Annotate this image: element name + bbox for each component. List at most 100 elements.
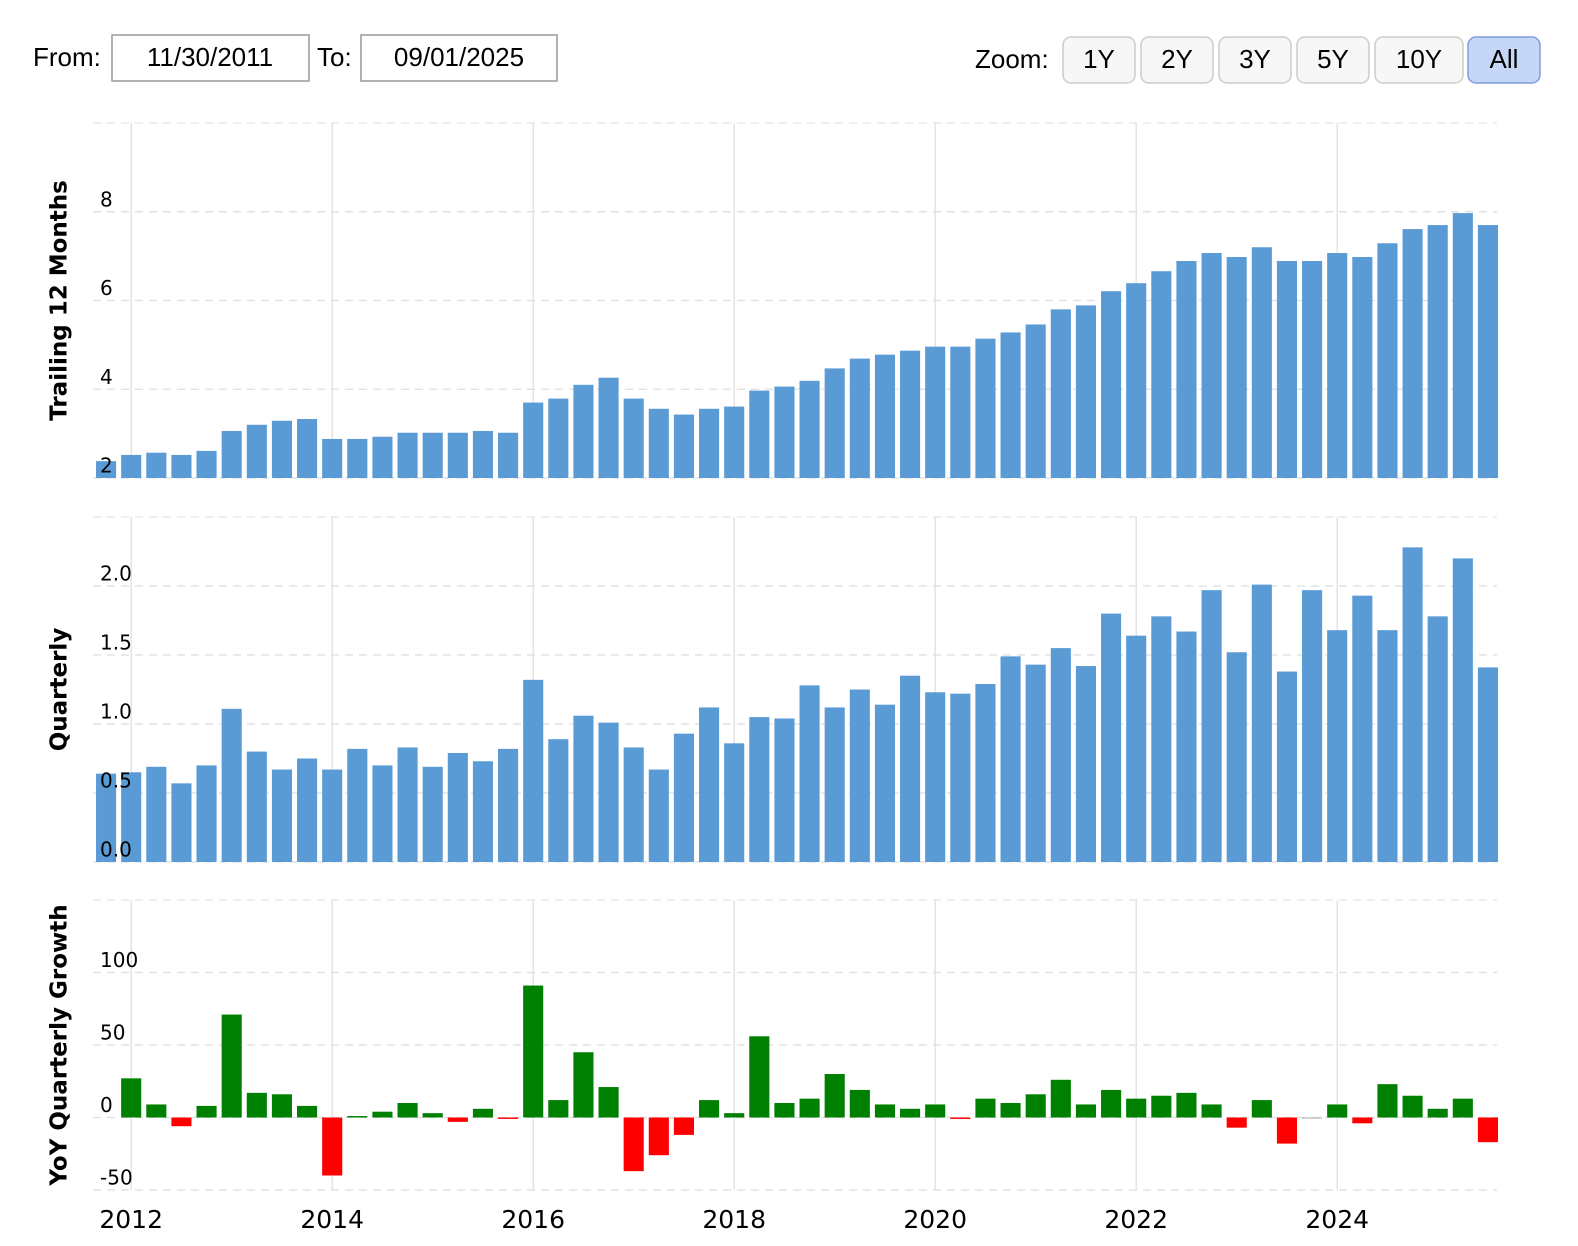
zoom-button-label[interactable]: 5Y	[1317, 44, 1349, 74]
bar	[774, 718, 795, 862]
bar	[472, 761, 493, 862]
bar	[648, 408, 669, 478]
bar	[1276, 671, 1298, 862]
bar	[1050, 1079, 1071, 1118]
to-box[interactable]	[360, 34, 558, 82]
y-tick-label: 0.0	[100, 838, 132, 862]
bar	[975, 683, 996, 862]
bar	[1327, 253, 1348, 478]
zoom-label: Zoom:	[975, 44, 1049, 74]
bar	[397, 1103, 418, 1118]
zoom-button[interactable]	[1218, 36, 1292, 84]
bar	[900, 1108, 921, 1118]
zoom-button-label[interactable]: All	[1490, 44, 1519, 74]
x-tick-label: 2012	[99, 1205, 163, 1234]
bar	[824, 368, 845, 478]
bar	[849, 358, 870, 478]
bar	[121, 1078, 142, 1118]
bar	[347, 1116, 368, 1118]
bar	[271, 420, 292, 478]
bar	[648, 1117, 669, 1156]
bar	[774, 1103, 795, 1118]
bar	[874, 1104, 895, 1118]
zoom-button[interactable]	[1467, 36, 1541, 84]
from-value[interactable]: 11/30/2011	[147, 42, 273, 72]
y-tick-label: 100	[100, 948, 138, 972]
bar	[271, 769, 292, 862]
from-box[interactable]	[111, 34, 310, 82]
bar	[297, 1105, 318, 1118]
bar	[548, 739, 569, 862]
bar	[874, 704, 895, 862]
bar	[1452, 558, 1473, 862]
bar	[724, 1113, 745, 1118]
y-tick-label: 0.5	[100, 769, 132, 793]
bar	[422, 766, 443, 862]
bar	[900, 350, 921, 478]
to-label: To:	[317, 42, 352, 72]
bar	[799, 1098, 820, 1118]
to-value[interactable]: 09/01/2025	[394, 42, 524, 72]
bar	[1251, 1100, 1272, 1118]
bar	[548, 1100, 569, 1118]
bar	[925, 346, 946, 478]
bar	[1377, 1084, 1398, 1118]
y-tick-label: 2	[100, 454, 113, 478]
from-label: From:	[33, 42, 101, 72]
zoom-button-label[interactable]: 2Y	[1161, 44, 1193, 74]
bar	[1201, 590, 1222, 862]
zoom-button[interactable]	[1140, 36, 1214, 84]
bar	[447, 432, 468, 478]
bar	[472, 1108, 493, 1118]
x-tick-label: 2014	[300, 1205, 364, 1234]
bar	[724, 406, 745, 478]
y-tick-label: 1.0	[100, 700, 132, 724]
bar	[372, 765, 393, 862]
bar	[523, 985, 544, 1118]
bar	[347, 438, 368, 478]
zoom-button[interactable]	[1296, 36, 1370, 84]
zoom-button-label[interactable]: 3Y	[1239, 44, 1271, 74]
bar	[1276, 261, 1298, 478]
bar	[1101, 1089, 1122, 1118]
bar	[1276, 1117, 1298, 1144]
bar	[1452, 1098, 1473, 1118]
bar	[498, 1117, 519, 1119]
bar	[598, 1087, 619, 1118]
bar	[1025, 324, 1046, 478]
bar	[1075, 1104, 1097, 1118]
bar	[1402, 547, 1423, 862]
bar	[196, 450, 217, 478]
bar	[648, 769, 669, 862]
zoom-button[interactable]	[1374, 36, 1464, 84]
bar	[849, 689, 870, 862]
bar	[1201, 1104, 1222, 1118]
bar	[1000, 332, 1021, 478]
bar	[1352, 595, 1373, 862]
bar	[1477, 1117, 1499, 1143]
x-tick-label: 2018	[702, 1205, 766, 1234]
bar	[1126, 635, 1147, 862]
bar	[724, 743, 745, 862]
zoom-button[interactable]	[1062, 36, 1136, 84]
bar	[623, 747, 644, 862]
bar	[271, 1094, 292, 1118]
bar	[221, 1014, 242, 1118]
y-axis-title: YoY Quarterly Growth	[47, 904, 73, 1186]
bar	[523, 402, 544, 478]
y-axis-title: Quarterly	[47, 628, 73, 752]
bar	[246, 1092, 267, 1118]
zoom-button-label[interactable]: 1Y	[1083, 44, 1115, 74]
bar	[1302, 1117, 1323, 1119]
bar	[1226, 257, 1247, 478]
y-tick-label: 2.0	[100, 562, 132, 586]
y-tick-label: 50	[100, 1021, 125, 1045]
zoom-button-label[interactable]: 10Y	[1396, 44, 1442, 74]
y-tick-label: 6	[100, 276, 113, 300]
bar	[598, 722, 619, 862]
bar	[447, 752, 468, 862]
bar	[1151, 271, 1172, 478]
bar	[799, 380, 820, 478]
bar	[171, 783, 192, 862]
